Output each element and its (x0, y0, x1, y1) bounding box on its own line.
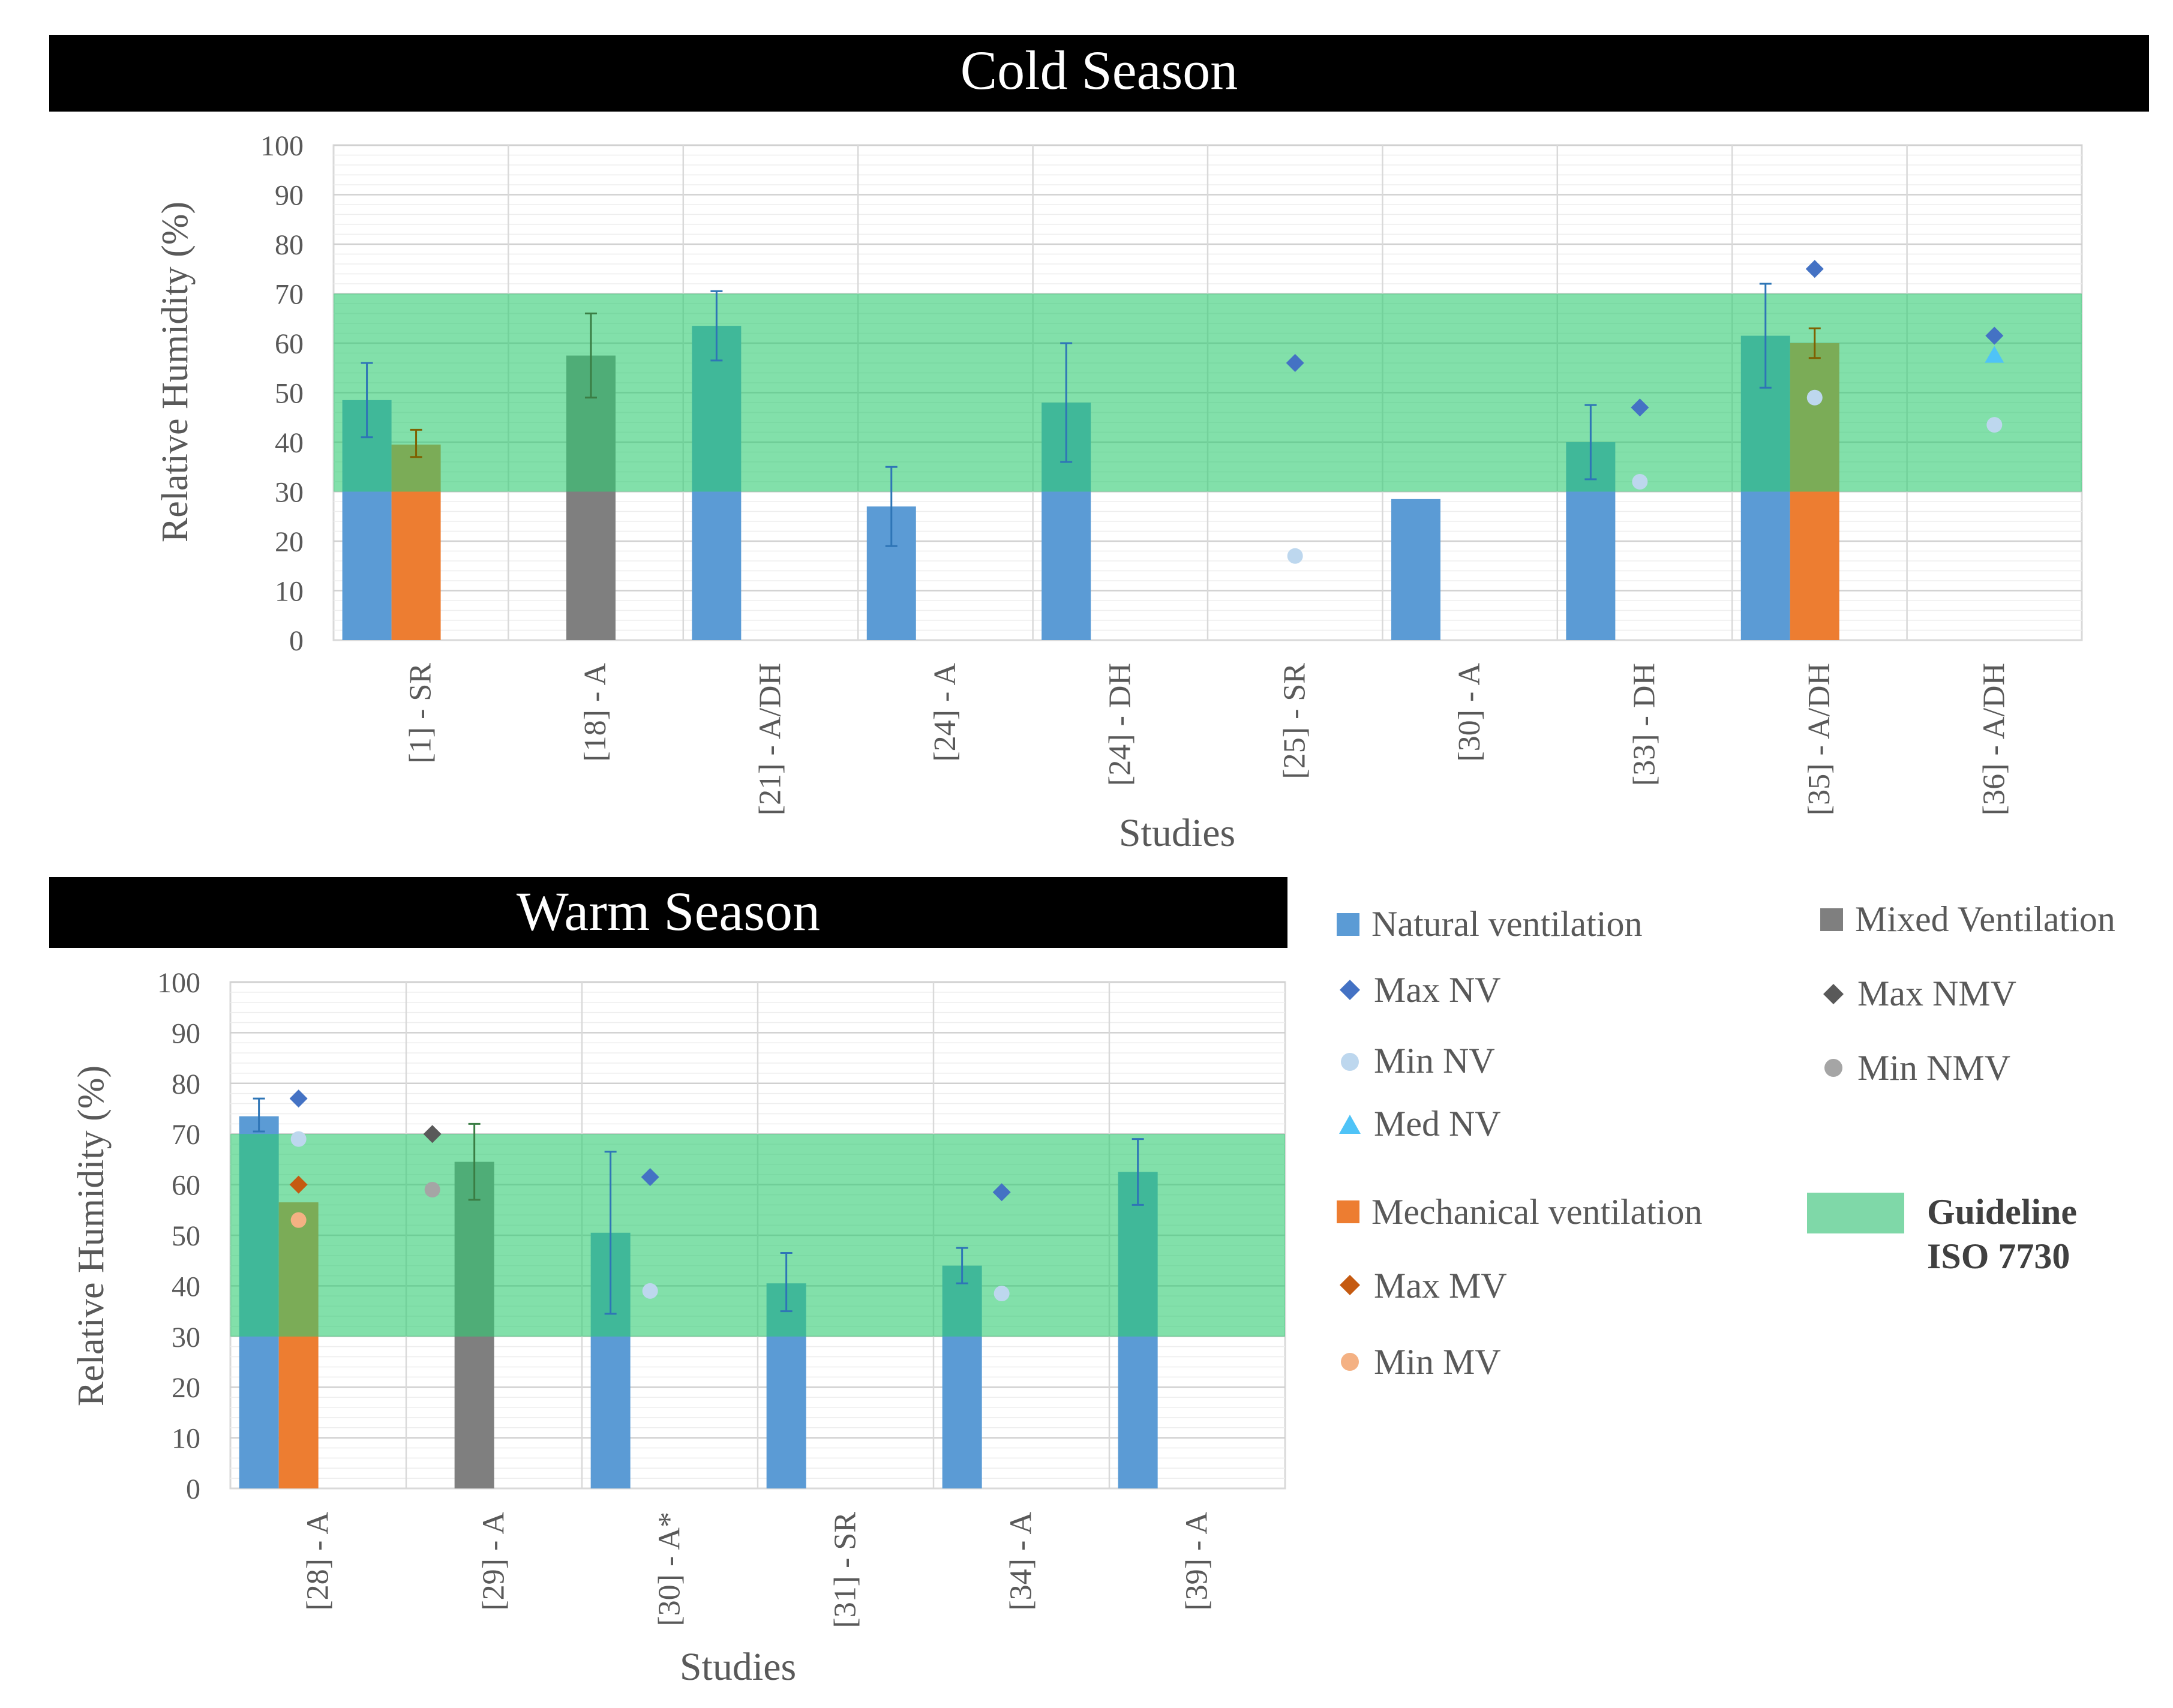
cold-marker-max_nv (1985, 326, 2004, 345)
warm-category-label: [34] - A (1004, 1512, 1039, 1611)
cold-ytick-label: 10 (275, 576, 304, 608)
warm-ytick-label: 100 (157, 967, 200, 999)
cold-category-label: [24] - A (928, 663, 962, 762)
warm-ytick-label: 0 (186, 1473, 200, 1505)
legend-min-nv-label: Min NV (1374, 1041, 1495, 1080)
legend-guideline-label-2: ISO 7730 (1927, 1236, 2070, 1276)
cold-ytick-label: 0 (289, 625, 304, 657)
warm-ytick-label: 10 (172, 1423, 200, 1455)
warm-ytick-label: 30 (172, 1322, 200, 1353)
legend-med-nv-label: Med NV (1374, 1104, 1501, 1143)
cold-marker-med_nv (1985, 346, 2004, 363)
legend-min-mv-marker (1341, 1353, 1359, 1371)
legend-mixed-label: Mixed Ventilation (1855, 899, 2115, 939)
legend-mixed-swatch (1820, 908, 1843, 931)
legend-min-nmv-marker (1824, 1059, 1842, 1077)
warm-ylabel: Relative Humidity (%) (71, 1065, 112, 1406)
warm-marker-max_nv (289, 1089, 308, 1108)
legend-max-mv-marker (1340, 1275, 1360, 1295)
warm-category-label: [30] - A* (653, 1512, 687, 1626)
cold-category-label: [36] - A/DH (1977, 663, 2011, 815)
legend-guideline-swatch (1807, 1193, 1904, 1233)
cold-marker-min_nv (1287, 548, 1303, 564)
cold-ytick-label: 20 (275, 526, 304, 558)
warm-ytick-label: 50 (172, 1220, 200, 1252)
cold-guideline-band (334, 293, 2082, 492)
warm-category-label: [28] - A (301, 1512, 335, 1611)
cold-xlabel: Studies (1119, 811, 1235, 855)
warm-ytick-label: 60 (172, 1170, 200, 1202)
legend-med-nv-marker (1339, 1115, 1361, 1134)
warm-ytick-label: 70 (172, 1119, 200, 1151)
warm-ytick-label: 90 (172, 1017, 200, 1049)
warm-marker-max_nv (992, 1183, 1011, 1202)
warm-category-label: [39] - A (1180, 1512, 1214, 1611)
cold-marker-max_nv (1805, 260, 1824, 278)
cold-category-label: [30] - A (1452, 663, 1487, 762)
legend: Natural ventilation Max NV Min NV Med NV… (1337, 899, 2115, 1382)
warm-marker-min_nv (994, 1286, 1010, 1302)
warm-marker-max_nv (641, 1167, 659, 1186)
legend-min-nv-marker (1341, 1053, 1359, 1071)
cold-marker-max_nv (1631, 398, 1649, 417)
legend-guideline-label-1: Guideline (1927, 1192, 2077, 1232)
cold-bar-natural (1391, 499, 1440, 640)
cold-ytick-label: 100 (260, 130, 304, 162)
legend-mechanical-swatch (1337, 1200, 1359, 1223)
cold-marker-max_nv (1286, 354, 1304, 372)
cold-category-label: [21] - A/DH (754, 663, 788, 815)
warm-season-chart: 0 10 20 30 40 50 60 70 80 90 100 [28] - A [29] - A [3… (157, 967, 1286, 1628)
cold-category-label: [33] - DH (1628, 663, 1662, 786)
warm-marker-min_mv (290, 1212, 307, 1228)
cold-season-chart: 0 10 20 30 40 50 60 70 80 90 100 [1] - SR [18] - A [2… (260, 130, 2083, 815)
legend-max-nmv-marker (1823, 984, 1844, 1004)
legend-max-nv-marker (1340, 980, 1360, 1000)
cold-category-label: [25] - SR (1278, 663, 1312, 779)
legend-mechanical-label: Mechanical ventilation (1371, 1192, 1702, 1232)
legend-natural-label: Natural ventilation (1371, 904, 1643, 944)
legend-natural-swatch (1337, 913, 1359, 936)
warm-marker-min_nv (290, 1131, 307, 1147)
legend-min-nmv-label: Min NMV (1857, 1048, 2010, 1088)
warm-marker-min_nmv (424, 1182, 440, 1198)
warm-season-title: Warm Season (517, 881, 820, 942)
warm-marker-max_mv (289, 1175, 308, 1194)
warm-ytick-label: 20 (172, 1372, 200, 1404)
cold-marker-min_nv (1806, 389, 1823, 406)
cold-category-label: [18] - A (578, 663, 613, 762)
warm-xlabel: Studies (680, 1645, 796, 1689)
warm-guideline-band (230, 1134, 1285, 1337)
cold-ytick-label: 40 (275, 427, 304, 459)
cold-category-label: [1] - SR (404, 663, 438, 764)
cold-ytick-label: 60 (275, 328, 304, 360)
cold-marker-min_nv (1632, 474, 1648, 490)
cold-ytick-label: 50 (275, 378, 304, 410)
warm-ytick-label: 80 (172, 1068, 200, 1100)
legend-max-mv-label: Max MV (1374, 1266, 1507, 1305)
warm-category-label: [29] - A (477, 1512, 511, 1611)
cold-marker-min_nv (1986, 417, 2003, 433)
cold-season-banner: Cold Season (49, 35, 2149, 112)
warm-marker-max_nmv (423, 1125, 442, 1143)
cold-season-title: Cold Season (961, 40, 1238, 101)
cold-ytick-label: 80 (275, 229, 304, 261)
warm-season-banner: Warm Season (49, 877, 1287, 948)
cold-category-label: [24] - DH (1103, 663, 1137, 786)
warm-category-label: [31] - SR (829, 1512, 863, 1628)
warm-marker-min_nv (642, 1283, 658, 1299)
warm-season-banner-bg (49, 877, 1287, 948)
legend-max-nv-label: Max NV (1374, 970, 1501, 1010)
cold-ylabel: Relative Humidity (%) (155, 202, 196, 542)
cold-ytick-label: 70 (275, 279, 304, 311)
warm-ytick-label: 40 (172, 1271, 200, 1302)
cold-season-banner-bg (49, 35, 2149, 112)
cold-category-label: [35] - A/DH (1802, 663, 1836, 815)
legend-max-nmv-label: Max NMV (1857, 974, 2016, 1013)
legend-min-mv-label: Min MV (1374, 1342, 1501, 1382)
cold-ytick-label: 90 (275, 180, 304, 212)
cold-ytick-label: 30 (275, 477, 304, 509)
